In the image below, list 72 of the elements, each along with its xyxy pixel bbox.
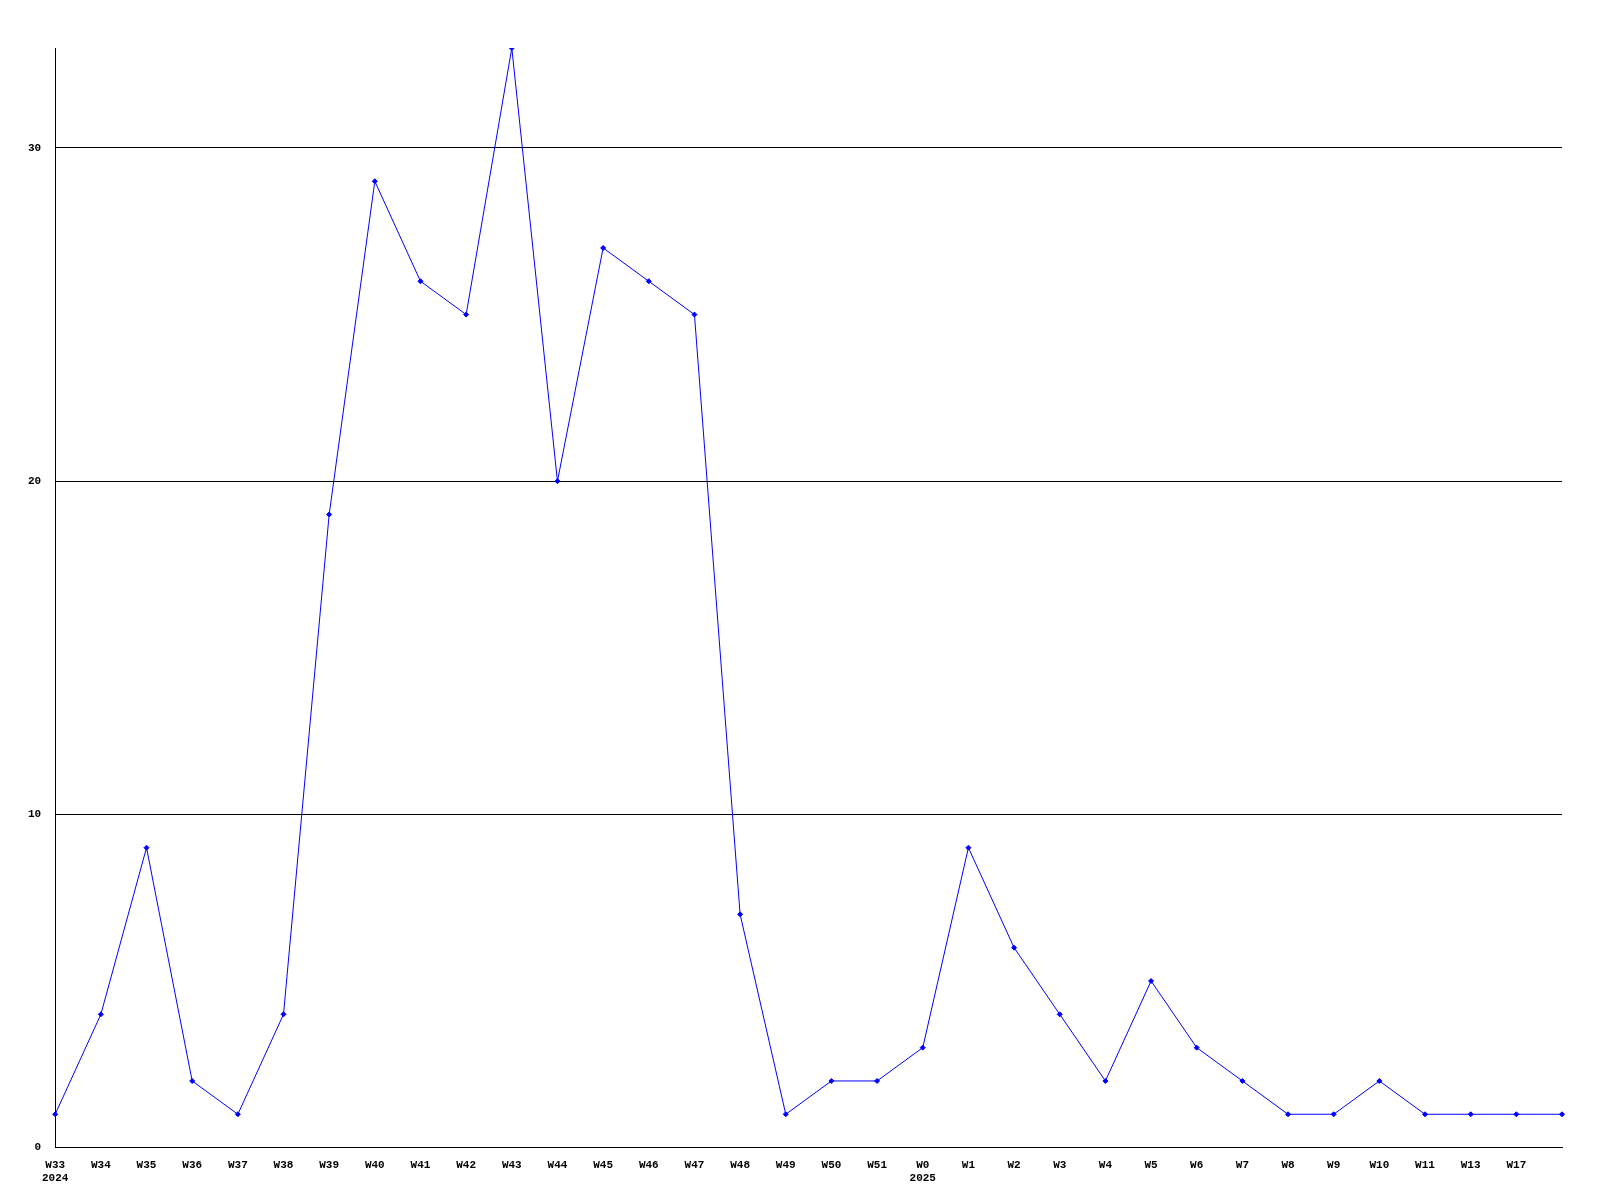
x-tick-label: W46 [638,1158,659,1171]
point [919,1044,926,1051]
point [1467,1111,1474,1118]
x-tick-label: W7 [1235,1158,1249,1171]
point [1102,1077,1109,1084]
x-tick-label: W36 [182,1158,203,1171]
point [417,278,424,285]
point [1513,1111,1520,1118]
point [645,278,652,285]
point [828,1077,835,1084]
x-tick-label: W47 [684,1158,705,1171]
x-tick-label: W43 [501,1158,523,1171]
point [1376,1077,1383,1084]
y-tick-label: 0 [34,1141,42,1154]
point [326,511,333,518]
x-tick-label: W48 [730,1158,751,1171]
point [600,244,607,251]
point [1559,1111,1565,1118]
x-tick-label: W0 [916,1158,930,1171]
x-tick-label: W49 [775,1158,796,1171]
x-tick-label: W3 [1053,1158,1067,1171]
x-tick-label: W40 [364,1158,385,1171]
x-tick-label: W35 [136,1158,157,1171]
x-tick-label: W6 [1190,1158,1204,1171]
point [143,844,150,851]
point [1330,1111,1337,1118]
x-tick-label: W45 [593,1158,614,1171]
point [1422,1111,1429,1118]
point [234,1111,241,1118]
x-tick-label: W39 [319,1158,340,1171]
x-tick-label: W37 [227,1158,248,1171]
x-tick-label: W51 [867,1158,888,1171]
x-tick-label: W10 [1369,1158,1390,1171]
text: 2025 [909,1172,937,1185]
point [1239,1077,1246,1084]
point [463,311,470,318]
x-tick-label: W38 [273,1158,294,1171]
x-tick-label: W44 [547,1158,568,1171]
x-tick-label: W50 [821,1158,842,1171]
x-tick-label: W17 [1506,1158,1527,1171]
x-tick-label: W11 [1415,1158,1436,1171]
point [782,1111,789,1118]
x-tick-label: W9 [1327,1158,1341,1171]
x-tick-label: W13 [1460,1158,1481,1171]
point [554,478,561,485]
x-tick-label: W34 [90,1158,112,1171]
point [52,1111,59,1118]
x-tick-label: W8 [1281,1158,1296,1171]
x-tick-label: W1 [961,1158,976,1171]
point [691,311,698,318]
point [189,1077,196,1084]
point [737,911,744,918]
point [965,844,972,851]
point [1148,977,1155,984]
point [1056,1011,1063,1018]
y-tick-label: 10 [28,808,42,821]
point [1285,1111,1292,1118]
x-tick-label: W42 [456,1158,477,1171]
y-tick-label: 30 [28,141,42,154]
point [1193,1044,1200,1051]
x-tick-label: W41 [410,1158,431,1171]
x-tick-label: W33 [45,1158,66,1171]
point [1011,944,1018,951]
x-tick-label: W4 [1098,1158,1113,1171]
y-tick-label: 20 [28,474,42,487]
text: 2024 [42,1172,69,1185]
x-tick-label: W2 [1007,1158,1021,1171]
point [371,178,378,185]
x-tick-label: W5 [1144,1158,1159,1171]
point [280,1011,287,1018]
point [874,1077,881,1084]
point [97,1011,104,1018]
